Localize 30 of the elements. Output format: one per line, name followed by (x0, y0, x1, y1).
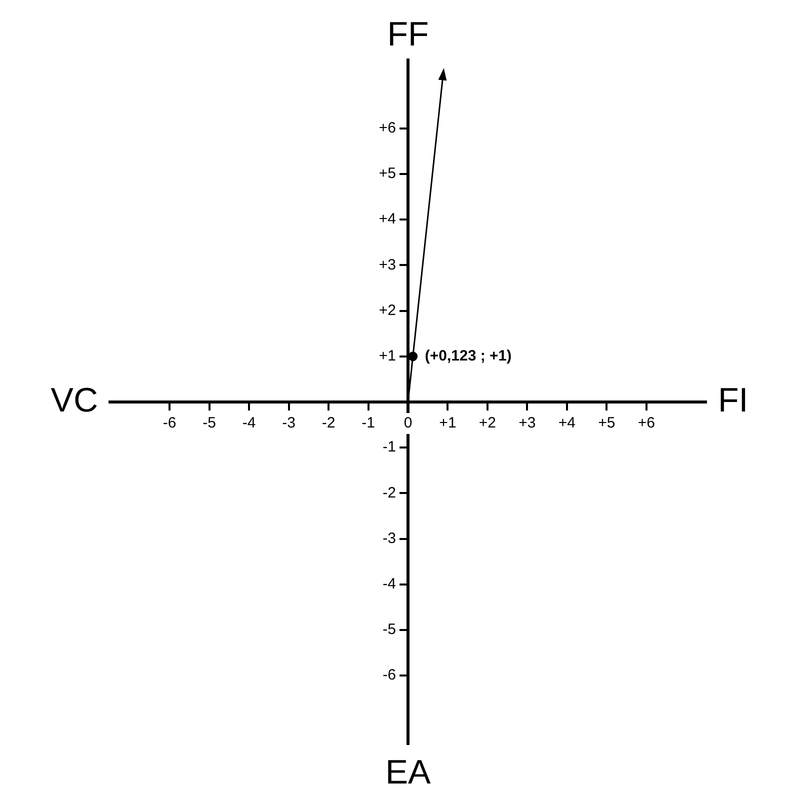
x-tick-label: +1 (439, 414, 456, 432)
y-tick-label: -6 (382, 666, 396, 684)
y-tick-label: +4 (378, 210, 396, 228)
y-tick-label: +1 (378, 348, 396, 365)
x-tick-label: -4 (242, 414, 256, 432)
x-tick-label: -6 (162, 414, 176, 432)
x-tick-label: +5 (598, 414, 616, 432)
y-tick-label: -5 (382, 621, 396, 638)
y-tick-label: +2 (378, 302, 396, 319)
x-tick-label: -3 (282, 414, 296, 432)
y-tick-label: -4 (382, 576, 396, 593)
y-tick-label: +3 (378, 256, 396, 274)
y-tick-label: -1 (382, 438, 396, 456)
x-tick-label: +4 (558, 414, 576, 432)
x-tick-label: 0 (404, 414, 412, 432)
text: EA (385, 753, 431, 792)
text: VC (50, 381, 98, 420)
y-axis-title: FF (387, 15, 429, 54)
x-tick-label: +3 (518, 414, 536, 432)
y-tick-label: +5 (378, 165, 396, 182)
x-tick-label: +2 (478, 414, 496, 432)
x-tick-label: -5 (202, 414, 216, 432)
x-tick-label: -1 (362, 414, 375, 432)
x-tick-label: -2 (322, 414, 336, 432)
y-tick-label: -3 (382, 530, 396, 547)
x-axis-title: FI (718, 381, 748, 420)
y-tick-label: +6 (378, 120, 396, 137)
data-label: (+0,123 ; +1) (424, 348, 512, 365)
x-tick-label: +6 (638, 414, 655, 432)
y-tick-label: -2 (382, 484, 396, 502)
